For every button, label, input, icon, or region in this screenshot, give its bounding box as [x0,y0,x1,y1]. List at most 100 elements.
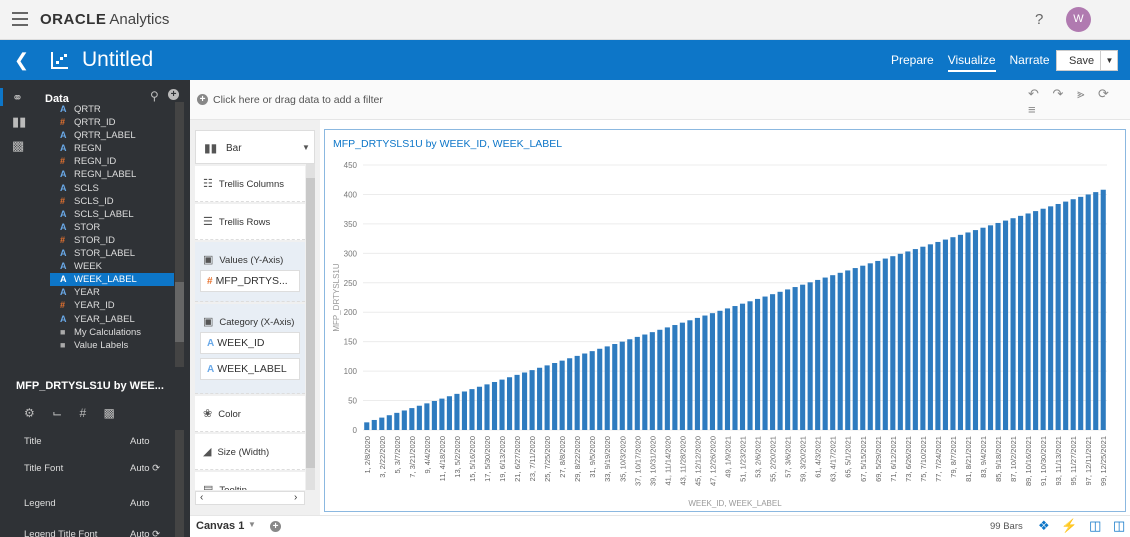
bar[interactable] [770,294,776,430]
bar[interactable] [905,251,911,430]
field-item[interactable]: # QRTR_ID [60,116,174,129]
canvas-dropdown-icon[interactable]: ▼ [248,520,256,529]
bar[interactable] [401,410,407,430]
field-item[interactable]: A SCLS_LABEL [60,208,174,221]
bar[interactable] [845,270,851,430]
bar[interactable] [559,360,565,430]
bar[interactable] [717,310,723,430]
field-item[interactable]: # STOR_ID [60,234,174,247]
bar[interactable] [890,256,896,430]
panel-left-icon[interactable]: ◫ [1089,518,1102,533]
bar[interactable] [461,391,468,430]
grammar-section[interactable]: ◢ Size (Width) [195,434,305,470]
field-item[interactable]: ■ My Calculations [60,326,174,339]
hamburger-menu-icon[interactable] [12,12,28,26]
field-item[interactable]: A STOR_LABEL [60,247,174,260]
bar[interactable] [1002,220,1009,430]
auto-visualize-icon[interactable]: ❖ [1038,518,1050,533]
bar[interactable] [1085,194,1091,430]
bar[interactable] [506,377,513,430]
analytics-tab-icon[interactable]: ▩ [12,138,25,153]
add-canvas-icon[interactable]: + [270,521,281,532]
bar[interactable] [1055,203,1061,430]
property-row[interactable]: Legend Auto [0,492,172,516]
bar[interactable] [987,225,994,430]
bar[interactable] [807,282,813,430]
bar[interactable] [1100,189,1106,430]
field-item[interactable]: # REGN_ID [60,155,174,168]
field-item[interactable]: # SCLS_ID [60,195,174,208]
bar[interactable] [364,422,370,430]
bar[interactable] [469,389,475,430]
bar[interactable] [1048,206,1054,430]
bar[interactable] [1025,213,1031,430]
axis-props-icon[interactable]: ⌙ [52,406,63,420]
bar[interactable] [852,268,858,430]
field-item[interactable]: A STOR [60,221,174,234]
bar[interactable] [965,232,971,430]
field-item[interactable]: A WEEK [60,260,174,273]
bar[interactable] [627,339,633,430]
add-data-icon[interactable]: + [168,89,179,100]
share-icon[interactable]: ⪢ [1077,86,1085,101]
number-format-icon[interactable]: # [79,406,87,420]
bar[interactable] [739,303,746,430]
bar[interactable] [634,336,640,430]
tab-narrate[interactable]: Narrate [1009,53,1050,67]
bar[interactable] [567,358,573,430]
field-item[interactable]: A REGN [60,142,174,155]
lightning-icon[interactable]: ⚡ [1061,518,1078,533]
bar[interactable] [499,379,505,430]
bar[interactable] [867,263,873,430]
panel-right-icon[interactable]: ◫ [1113,518,1126,533]
data-pill[interactable]: A WEEK_LABEL [200,358,300,380]
bar[interactable] [642,334,648,430]
bar[interactable] [762,296,768,430]
bar[interactable] [657,329,663,430]
grammar-section[interactable]: ❀ Color [195,396,305,432]
bar[interactable] [792,287,798,430]
bar[interactable] [1040,208,1046,430]
field-item[interactable]: ■ Value Labels [60,339,174,352]
bar[interactable] [514,374,520,430]
bar[interactable] [446,396,452,430]
grammar-section[interactable]: ☷ Trellis Columns [195,166,305,202]
property-row[interactable]: Legend Title Font Auto ⟳ [0,523,172,537]
bar[interactable] [1093,192,1099,430]
bar[interactable] [544,365,550,430]
property-value[interactable]: Auto ⟳ [130,529,161,537]
field-item[interactable]: A SCLS [60,182,174,195]
bar[interactable] [822,277,828,430]
grammar-section[interactable]: ▤ Tooltip [195,472,305,490]
chart-type-select[interactable]: ▮▮ Bar ▼ [195,130,315,164]
bar[interactable] [957,234,964,430]
bar[interactable] [386,415,392,430]
analytics-props-icon[interactable]: ▩ [103,406,115,420]
bar[interactable] [574,355,580,430]
bar[interactable] [815,279,821,430]
bar[interactable] [394,412,400,430]
chart-card[interactable]: MFP_DRTYSLS1U by WEEK_ID, WEEK_LABEL 0 50… [324,129,1126,512]
property-row[interactable]: Title Font Auto ⟳ [0,457,172,481]
bar[interactable] [1018,215,1024,430]
bar[interactable] [1078,196,1084,430]
bar[interactable] [679,322,685,430]
bar[interactable] [1063,201,1069,430]
bar[interactable] [709,313,716,430]
search-icon[interactable]: ⚲ [150,89,159,103]
data-tab-icon[interactable]: ⚭ [12,90,23,105]
field-item[interactable]: A QRTR [60,103,174,116]
bar[interactable] [860,265,866,430]
bar[interactable] [777,291,783,430]
redo-icon[interactable]: ↷ [1052,86,1064,101]
bar[interactable] [552,363,558,430]
bar[interactable] [912,249,918,430]
bar[interactable] [589,351,595,430]
bar[interactable] [875,260,881,430]
bar[interactable] [522,372,528,430]
field-list-scrollbar[interactable] [175,102,184,367]
filter-bar[interactable]: + Click here or drag data to add a filte… [190,80,1130,120]
bar[interactable] [582,353,588,430]
bar[interactable] [837,272,843,430]
field-item[interactable]: # YEAR_ID [60,299,174,312]
